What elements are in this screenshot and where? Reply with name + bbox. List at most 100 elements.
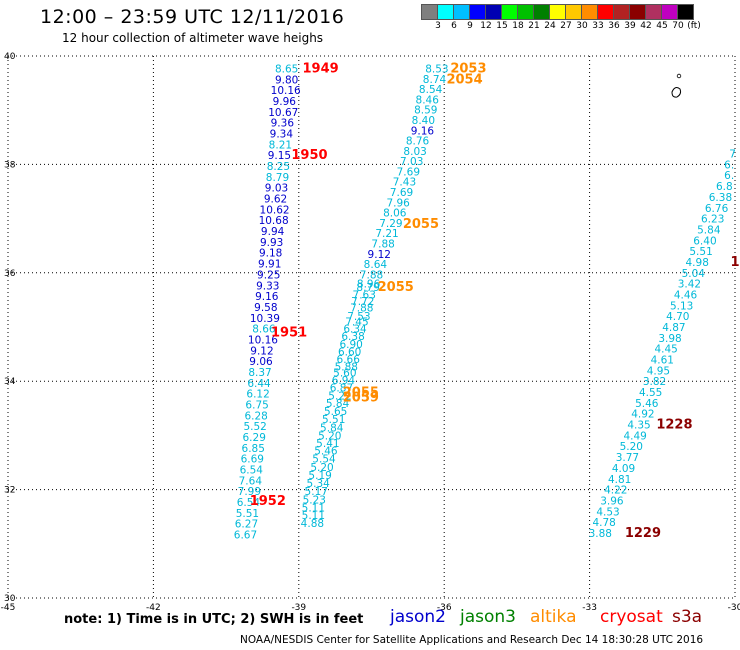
wave-height-label: 7.72 (351, 296, 374, 308)
wave-height-label: 9.62 (264, 194, 287, 206)
scale-label: 39 (624, 21, 636, 31)
pass-time-label: 1 (730, 255, 739, 270)
wave-height-label: 4.55 (639, 387, 662, 399)
wave-height-label: 7.88 (350, 302, 373, 314)
wave-height-label: 8.03 (403, 146, 426, 158)
wave-height-label: 4.49 (623, 430, 646, 442)
pass-time-label: 2053 (450, 61, 486, 76)
longitude-tick-label: -30 (728, 603, 740, 613)
wave-height-label: 4.98 (686, 257, 709, 269)
wave-height-label: 8.21 (269, 139, 292, 151)
pass-time-label: 1228 (656, 418, 692, 433)
wave-height-label: 10.16 (248, 334, 278, 346)
scale-label: 18 (512, 21, 524, 31)
wave-height-label: 4.88 (301, 518, 324, 530)
legend-jason3: jason3 (460, 607, 516, 627)
wave-height-label: 8.74 (423, 74, 447, 86)
wave-height-label: 6.54 (237, 497, 261, 509)
pass-time-label: 1950 (291, 148, 327, 163)
wave-height-label: 5.84 (697, 224, 721, 236)
map-title: 12:00 – 23:59 UTC 12/11/2016 (40, 6, 345, 28)
wave-height-label: 9.16 (411, 125, 435, 137)
wave-height-label: 6.76 (705, 203, 729, 215)
pass-time-label: 1229 (625, 526, 661, 541)
wave-height-label: 4.46 (674, 289, 698, 301)
wave-height-label: 7.21 (375, 228, 398, 240)
wave-height-label: 6.38 (341, 331, 364, 343)
scale-label: 30 (576, 21, 588, 31)
wave-height-label: 5.20 (620, 441, 643, 453)
wave-height-label: 8.53 (425, 63, 448, 75)
wave-height-label: 4.92 (631, 409, 654, 421)
wave-height-label: 4.81 (608, 474, 631, 486)
scale-label: 42 (640, 21, 652, 31)
wave-height-label: 3.88 (589, 528, 612, 540)
wave-height-label: 4.87 (662, 322, 685, 334)
scale-label: 9 (467, 21, 473, 31)
wave-height-label: 6.40 (693, 235, 716, 247)
scale-label: 33 (592, 21, 604, 31)
wave-height-label: 5.04 (682, 268, 706, 280)
wave-height-label: 6.38 (709, 192, 732, 204)
wave-height-label: 9.16 (255, 291, 279, 303)
wave-height-label: 8.40 (412, 115, 435, 127)
wave-height-label: 5.19 (308, 470, 331, 482)
scale-label: 3 (435, 21, 441, 31)
scale-label: 21 (528, 21, 540, 31)
wave-height-label: 6.54 (240, 465, 264, 477)
longitude-tick-label: -33 (582, 603, 597, 613)
pass-time-label: 2054 (446, 72, 482, 87)
wave-height-label: 6.12 (246, 389, 269, 401)
latitude-tick-label: 36 (4, 269, 16, 279)
wave-height-label: 6.90 (339, 339, 362, 351)
longitude-tick-label: -45 (1, 603, 16, 613)
wave-height-label: 9.36 (271, 118, 295, 130)
wave-height-label: 8.76 (406, 136, 430, 148)
wave-height-label: 7.69 (390, 187, 413, 199)
pass-time-label: 1952 (250, 494, 286, 509)
latitude-tick-label: 40 (4, 52, 16, 62)
wave-height-label: 6.27 (235, 519, 258, 531)
wave-height-label: 5.17 (305, 486, 328, 498)
legend-cryosat: cryosat (600, 607, 663, 627)
wave-height-color-scale (421, 4, 694, 20)
wave-height-label: 10.67 (268, 107, 298, 119)
wave-height-label: 9.18 (259, 248, 282, 260)
wave-height-label: 5.20 (318, 430, 341, 442)
wave-height-label: 4.09 (612, 463, 635, 475)
pass-time-label: 2055 (343, 386, 379, 401)
wave-height-label: 8.06 (383, 208, 407, 220)
longitude-tick-label: -39 (291, 603, 306, 613)
wave-height-label: 5.46 (635, 398, 659, 410)
wave-height-label: 9.12 (250, 345, 273, 357)
wave-height-label: 4.45 (654, 344, 677, 356)
wave-height-label: 9.33 (256, 280, 279, 292)
wave-height-label: 6.69 (241, 454, 264, 466)
wave-height-label: 8.59 (414, 105, 437, 117)
scale-swatch (677, 4, 694, 20)
wave-height-label: 5.88 (335, 362, 358, 374)
wave-height-label: 8.37 (248, 367, 271, 379)
wave-height-label: 9.03 (265, 183, 288, 195)
wave-height-label: 4.35 (627, 420, 650, 432)
scale-label: 45 (656, 21, 668, 31)
scale-label: 15 (496, 21, 508, 31)
latitude-tick-label: 30 (4, 594, 16, 604)
scale-label: 24 (544, 21, 556, 31)
wave-height-label: 8.25 (267, 161, 290, 173)
pass-time-label: 1951 (271, 325, 307, 340)
wave-height-label: 9.80 (275, 74, 298, 86)
wave-height-label: 5.51 (689, 246, 712, 258)
scale-label: 36 (608, 21, 620, 31)
wave-height-label: 5.65 (324, 406, 347, 418)
wave-height-label: 10.62 (260, 204, 290, 216)
wave-height-label: 8.96 (357, 279, 381, 291)
wave-height-label: 6.34 (343, 324, 367, 336)
note-text: note: 1) Time is in UTC; 2) SWH is in fe… (64, 612, 364, 627)
longitude-tick-label: -42 (146, 603, 161, 613)
color-scale-labels: 3 6 9 12 15 18 21 24 27 30 33 36 39 42 45 70 (ft) (421, 21, 740, 35)
latitude-tick-label: 32 (4, 486, 15, 496)
wave-height-label: 6.28 (244, 410, 267, 422)
wave-height-label: 6.75 (245, 400, 268, 412)
wave-height-label: 6.85 (242, 443, 265, 455)
